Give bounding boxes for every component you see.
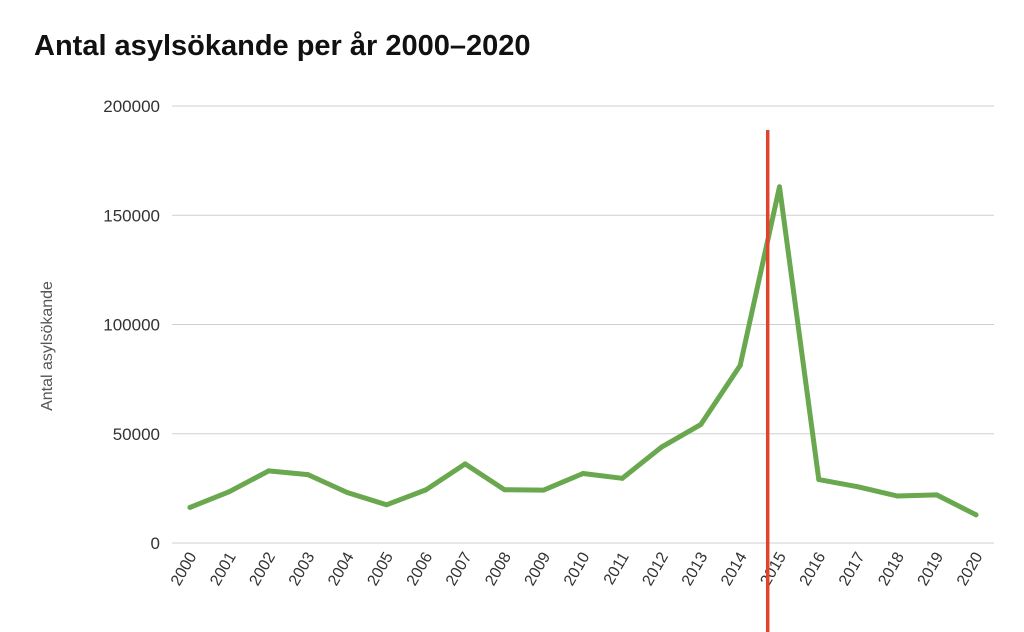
data-point (698, 421, 704, 427)
x-tick-label: 2000 (168, 549, 201, 588)
x-tick-label: 2014 (718, 549, 751, 588)
x-tick-label: 2017 (836, 549, 869, 588)
data-point (541, 487, 547, 493)
data-point (344, 490, 350, 496)
grid-lines (172, 105, 994, 544)
x-tick-label: 2008 (482, 549, 515, 588)
x-tick-label: 2001 (207, 549, 240, 588)
x-tick-label: 2007 (443, 549, 476, 588)
data-point (462, 461, 468, 467)
y-tick-labels: 0 50000 100000 150000 200000 (103, 97, 160, 553)
y-tick-label: 200000 (103, 97, 160, 116)
y-tick-label: 100000 (103, 316, 160, 335)
data-point (619, 475, 625, 481)
data-point (226, 489, 232, 495)
x-tick-label: 2004 (325, 549, 358, 588)
data-point (737, 362, 743, 368)
x-tick-label: 2019 (915, 549, 948, 588)
data-point (266, 468, 272, 474)
x-tick-label: 2020 (954, 549, 987, 588)
x-tick-label: 2016 (797, 549, 830, 588)
y-tick-label: 150000 (103, 206, 160, 225)
data-point (934, 492, 940, 498)
data-point (187, 504, 193, 510)
x-tick-label: 2012 (640, 549, 673, 588)
y-tick-label: 50000 (113, 425, 160, 444)
data-point (973, 512, 979, 518)
data-point (777, 184, 782, 190)
data-point (855, 484, 861, 490)
x-tick-label: 2002 (247, 549, 280, 588)
chart-title: Antal asylsökande per år 2000–2020 (34, 30, 531, 62)
data-point (816, 477, 822, 483)
data-point (501, 487, 507, 493)
x-tick-label: 2013 (679, 549, 712, 588)
x-tick-label: 2011 (601, 549, 633, 587)
x-tick-label: 2005 (364, 549, 397, 588)
series-line (187, 184, 979, 518)
data-point (305, 472, 311, 478)
data-point (423, 487, 429, 493)
x-tick-label: 2018 (875, 549, 908, 588)
x-tick-label: 2006 (404, 549, 437, 588)
x-tick-label: 2010 (561, 549, 594, 588)
y-tick-label: 0 (151, 534, 160, 553)
y-axis-title: Antal asylsökande (39, 281, 56, 411)
x-tick-labels: 2000 2001 2002 2003 2004 2005 2006 2007 2008 2009… (168, 549, 987, 588)
x-tick-label: 2003 (286, 549, 319, 588)
data-point (659, 444, 665, 450)
series-layer (187, 184, 979, 518)
data-point (384, 502, 389, 508)
data-point (894, 493, 900, 499)
x-tick-label: 2009 (522, 549, 555, 588)
data-point (580, 471, 586, 477)
x-tick-label: 2015 (757, 549, 790, 588)
